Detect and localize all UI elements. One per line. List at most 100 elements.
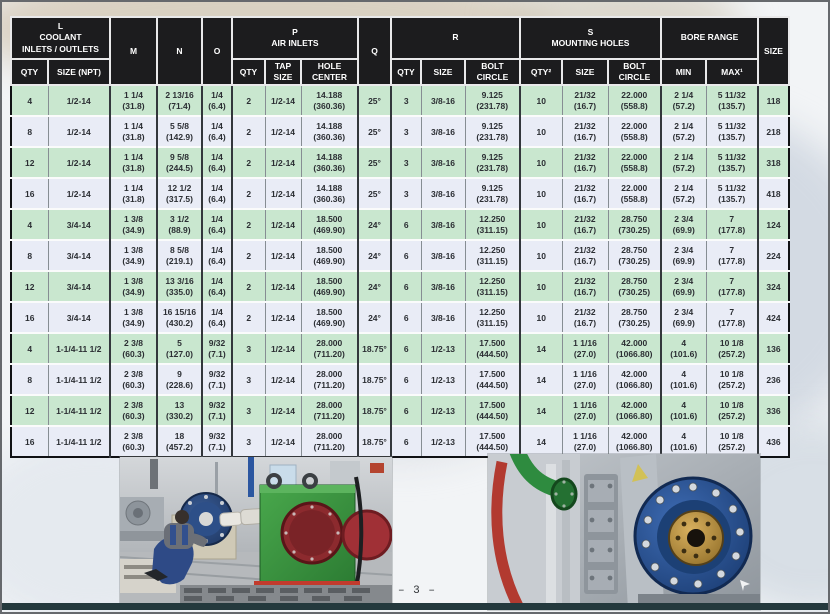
table-cell: 5 11/32 (135.7) (705, 177, 758, 210)
column-header: QTY (390, 57, 422, 87)
table-cell: 7 (177.8) (705, 208, 758, 241)
table-cell: 6 (390, 425, 421, 458)
table-cell: 7 (177.8) (705, 239, 758, 272)
table-cell: 1/2-14 (264, 115, 301, 148)
table-cell: 24° (357, 239, 391, 272)
table-cell: 2 (231, 146, 265, 179)
table-cell: 18.75° (357, 394, 391, 427)
table-row: 12 1/2-14 1 1/4 (31.8) 9 5/8 (244.5) 1/4 (6.… (11, 146, 789, 179)
table-cell: 1/2-13 (420, 363, 465, 396)
table-cell: 3 (231, 332, 265, 365)
table-cell: 9 5/8 (244.5) (156, 146, 202, 179)
bottom-border-bar (2, 603, 828, 610)
column-header: BOLT CIRCLE (607, 57, 662, 87)
table-cell: 1/2-13 (420, 394, 465, 427)
photo-clutch-closeup (488, 454, 760, 610)
table-cell: 28.000 (711.20) (300, 363, 358, 396)
table-cell: 1/4 (6.4) (201, 208, 232, 241)
table-cell: 12.250 (311.15) (464, 270, 520, 303)
table-cell: 1 1/16 (27.0) (561, 363, 608, 396)
table-cell: 4 (101.6) (660, 394, 706, 427)
table-cell: 18.75° (357, 363, 391, 396)
table-cell: 3/8-16 (420, 239, 465, 272)
table-cell: 1 1/16 (27.0) (561, 425, 608, 458)
table-cell: 2 (231, 301, 265, 334)
table-cell: 12 (11, 146, 48, 179)
page-number: – 3 – (397, 585, 436, 597)
table-cell: 2 3/4 (69.9) (660, 301, 706, 334)
table-cell: 6 (390, 332, 421, 365)
column-header: MIN (660, 57, 707, 87)
table-cell: 9/32 (7.1) (201, 425, 232, 458)
table-cell: 18.500 (469.90) (300, 301, 358, 334)
table-cell: 10 (519, 115, 562, 148)
table-cell: 9 (228.6) (156, 363, 202, 396)
table-cell: 1/4 (6.4) (201, 115, 232, 148)
table-cell: 3/4-14 (47, 270, 110, 303)
table-cell: 28.000 (711.20) (300, 425, 358, 458)
table-cell: 2 1/4 (57.2) (660, 177, 706, 210)
table-cell: 1/2-14 (47, 84, 110, 117)
column-header: BOLT CIRCLE (464, 57, 521, 87)
table-cell: 3/4-14 (47, 208, 110, 241)
table-cell: 1/2-14 (264, 177, 301, 210)
table-cell: 6 (390, 301, 421, 334)
table-cell: 1-1/4-11 1/2 (47, 332, 110, 365)
table-cell: 2 1/4 (57.2) (660, 84, 706, 117)
table-cell: 6 (390, 239, 421, 272)
table-cell: 1/2-14 (264, 270, 301, 303)
table-cell: 418 (757, 177, 789, 210)
table-cell: 14 (519, 332, 562, 365)
table-cell: 1/2-14 (264, 394, 301, 427)
table-cell: 21/32 (16.7) (561, 177, 608, 210)
table-cell: 6 (390, 363, 421, 396)
table-cell: 2 (231, 177, 265, 210)
table-cell: 4 (11, 208, 48, 241)
column-header: SIZE (420, 57, 466, 87)
table-cell: 17.500 (444.50) (464, 363, 520, 396)
table-cell: 2 (231, 270, 265, 303)
table-cell: 1/2-14 (47, 177, 110, 210)
table-cell: 28.750 (730.25) (607, 208, 661, 241)
table-cell: 1 1/4 (31.8) (109, 115, 157, 148)
table-cell: 13 3/16 (335.0) (156, 270, 202, 303)
table-cell: 21/32 (16.7) (561, 301, 608, 334)
table-cell: 28.000 (711.20) (300, 332, 358, 365)
table-cell: 1/4 (6.4) (201, 270, 232, 303)
table-cell: 1-1/4-11 1/2 (47, 363, 110, 396)
table-cell: 1 3/8 (34.9) (109, 270, 157, 303)
table-cell: 9.125 (231.78) (464, 146, 520, 179)
table-cell: 9.125 (231.78) (464, 84, 520, 117)
table-cell: 42.000 (1066.80) (607, 425, 661, 458)
table-cell: 1/2-14 (264, 301, 301, 334)
table-cell: 21/32 (16.7) (561, 84, 608, 117)
table-cell: 2 3/8 (60.3) (109, 394, 157, 427)
table-cell: 12 1/2 (317.5) (156, 177, 202, 210)
table-cell: 24° (357, 208, 391, 241)
table-cell: 4 (101.6) (660, 363, 706, 396)
table-cell: 12.250 (311.15) (464, 239, 520, 272)
table-cell: 28.750 (730.25) (607, 239, 661, 272)
table-cell: 4 (101.6) (660, 332, 706, 365)
table-cell: 14.188 (360.36) (300, 146, 358, 179)
table-cell: 28.000 (711.20) (300, 394, 358, 427)
table-cell: 3/8-16 (420, 301, 465, 334)
table-cell: 3 1/2 (88.9) (156, 208, 202, 241)
table-cell: 336 (757, 394, 789, 427)
table-cell: 5 11/32 (135.7) (705, 146, 758, 179)
table-row: 8 3/4-14 1 3/8 (34.9) 8 5/8 (219.1) 1/4 (6.4… (11, 239, 789, 272)
table-cell: 24° (357, 301, 391, 334)
table-cell: 3/8-16 (420, 84, 465, 117)
column-header: TAP SIZE (264, 57, 302, 87)
table-cell: 13 (330.2) (156, 394, 202, 427)
table-cell: 5 11/32 (135.7) (705, 84, 758, 117)
table-cell: 1/2-14 (47, 115, 110, 148)
table-cell: 10 (519, 239, 562, 272)
table-row: 4 1/2-14 1 1/4 (31.8) 2 13/16 (71.4) 1/4 (6.… (11, 84, 789, 117)
table-row: 8 1/2-14 1 1/4 (31.8) 5 5/8 (142.9) 1/4 (6.4… (11, 115, 789, 148)
table-cell: 1-1/4-11 1/2 (47, 394, 110, 427)
table-cell: 4 (101.6) (660, 425, 706, 458)
table-cell: 2 3/8 (60.3) (109, 332, 157, 365)
table-cell: 1 1/4 (31.8) (109, 146, 157, 179)
table-cell: 224 (757, 239, 789, 272)
